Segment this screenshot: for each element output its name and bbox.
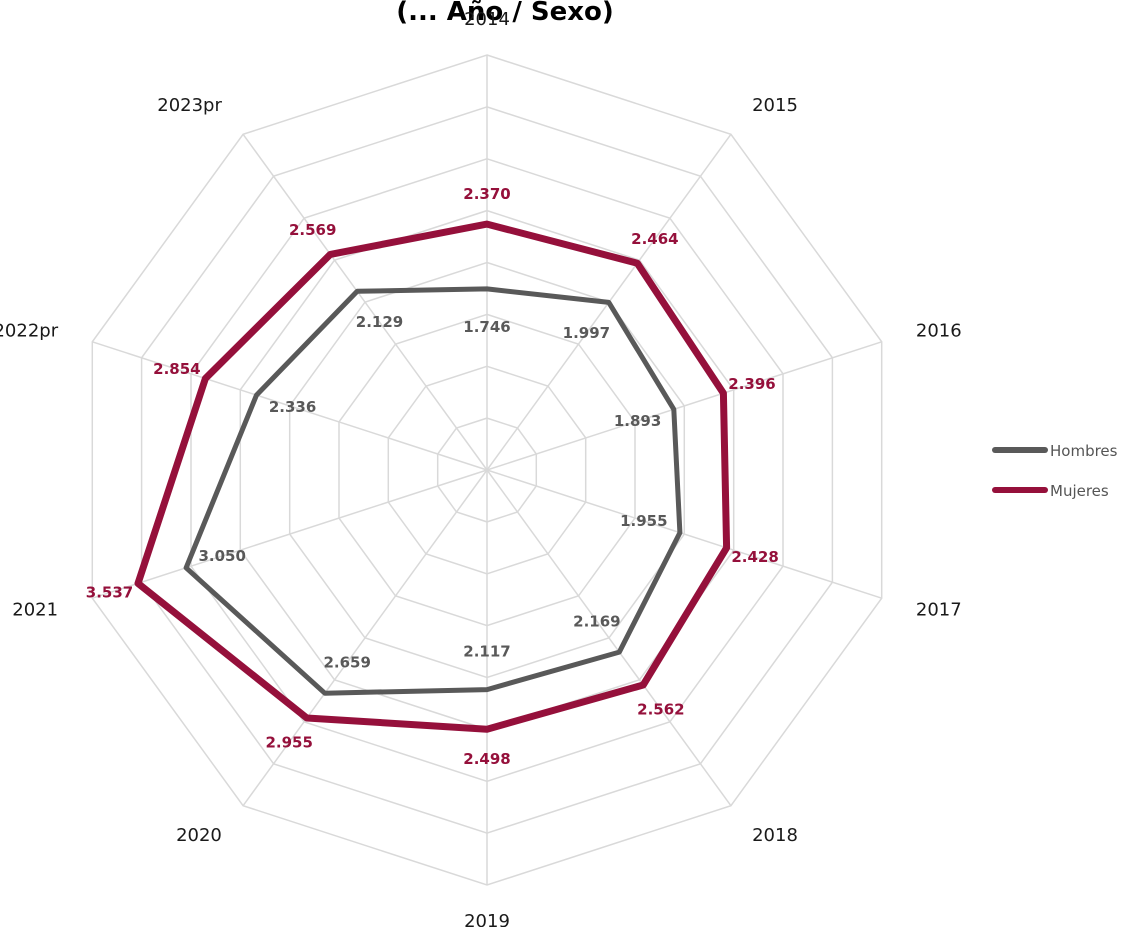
- data-point-hombres-2016: [672, 407, 676, 411]
- data-point-hombres-2017: [678, 531, 682, 535]
- category-label-2016: 2016: [916, 321, 962, 342]
- data-label-hombres-2022pr: 2.336: [269, 398, 316, 416]
- grid-spoke-2016: [486, 341, 882, 471]
- legend-item-mujeres[interactable]: Mujeres: [992, 482, 1109, 500]
- grid-spoke-2021: [92, 469, 488, 599]
- data-label-hombres-2014: 1.746: [463, 318, 510, 336]
- data-label-mujeres-2014: 2.370: [463, 185, 510, 203]
- data-point-hombres-2021: [184, 566, 188, 570]
- data-label-mujeres-2015: 2.464: [631, 230, 678, 248]
- data-point-mujeres-2020: [305, 716, 309, 720]
- category-label-2018: 2018: [752, 825, 798, 846]
- data-point-mujeres-2018: [641, 683, 645, 687]
- legend-label-hombres: Hombres: [1050, 442, 1118, 460]
- legend-item-hombres[interactable]: Hombres: [992, 442, 1118, 460]
- data-labels: 1.746 1.997 1.893 1.955 2.169 2.117 2.659 3.050…: [86, 185, 779, 768]
- data-label-mujeres-2019: 2.498: [463, 750, 510, 768]
- data-point-mujeres-2014: [485, 222, 489, 226]
- grid-spoke-2020: [242, 469, 488, 807]
- data-label-hombres-2016: 1.893: [614, 412, 661, 430]
- grid-spoke-2023pr: [242, 133, 488, 471]
- data-point-hombres-2020: [323, 691, 327, 695]
- grid-spoke-2022pr: [92, 341, 488, 471]
- data-point-mujeres-2016: [721, 391, 725, 395]
- data-label-hombres-2018: 2.169: [573, 612, 620, 630]
- data-label-mujeres-2023pr: 2.569: [289, 221, 336, 239]
- series-lines: [134, 220, 731, 733]
- data-label-hombres-2017: 1.955: [620, 512, 667, 530]
- grid-spoke-2017: [486, 469, 882, 599]
- data-point-mujeres-2015: [635, 261, 639, 265]
- data-point-mujeres-2023pr: [328, 252, 332, 256]
- data-point-mujeres-2022pr: [203, 377, 207, 380]
- data-label-hombres-2019: 2.117: [463, 643, 510, 661]
- data-label-hombres-2021: 3.050: [198, 547, 245, 565]
- data-point-hombres-2018: [617, 650, 621, 654]
- data-label-hombres-2020: 2.659: [323, 653, 370, 671]
- data-point-hombres-2019: [485, 688, 489, 692]
- series-line-mujeres: [134, 220, 731, 733]
- category-label-2023pr: 2023pr: [157, 95, 222, 116]
- grid-spoke-2018: [486, 469, 732, 807]
- data-point-hombres-2014: [485, 287, 489, 291]
- category-label-2020: 2020: [176, 825, 222, 846]
- data-label-hombres-2015: 1.997: [563, 324, 610, 342]
- category-labels: 2014 2015 2016 2017 2018 2019 2020 2021 2022pr 20…: [0, 9, 962, 927]
- legend: Hombres Mujeres: [992, 442, 1118, 500]
- data-point-mujeres-2019: [485, 727, 489, 731]
- data-point-hombres-2015: [607, 300, 611, 304]
- data-label-mujeres-2020: 2.955: [265, 733, 312, 751]
- data-point-mujeres-2021: [136, 581, 140, 585]
- data-label-mujeres-2017: 2.428: [731, 548, 778, 566]
- category-label-2014: 2014: [464, 9, 510, 30]
- legend-label-mujeres: Mujeres: [1050, 482, 1109, 500]
- category-label-2015: 2015: [752, 95, 798, 116]
- data-label-mujeres-2021: 3.537: [86, 584, 133, 602]
- data-label-mujeres-2016: 2.396: [728, 375, 775, 393]
- data-point-hombres-2023pr: [355, 289, 359, 293]
- data-label-hombres-2023pr: 2.129: [356, 313, 403, 331]
- category-label-2017: 2017: [916, 599, 962, 620]
- category-label-2019: 2019: [464, 911, 510, 927]
- data-point-mujeres-2017: [725, 546, 729, 550]
- data-point-hombres-2022pr: [255, 393, 258, 397]
- chart-title: (... Año / Sexo): [396, 0, 614, 27]
- category-label-2022pr: 2022pr: [0, 321, 59, 342]
- data-label-mujeres-2018: 2.562: [637, 700, 684, 718]
- data-label-mujeres-2022pr: 2.854: [153, 360, 200, 378]
- category-label-2021: 2021: [12, 599, 58, 620]
